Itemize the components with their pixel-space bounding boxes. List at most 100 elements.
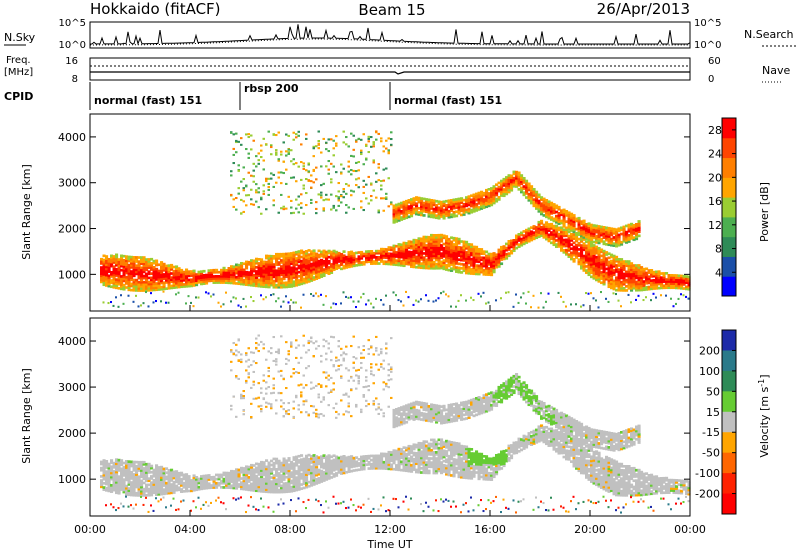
heatmap-cell bbox=[455, 305, 457, 308]
heatmap-cell bbox=[320, 191, 323, 194]
heatmap-cell bbox=[140, 467, 144, 470]
heatmap-cell bbox=[110, 279, 114, 282]
heatmap-cell bbox=[477, 264, 481, 268]
heatmap-cell bbox=[292, 211, 295, 214]
heatmap-cell bbox=[427, 258, 431, 262]
heatmap-cell bbox=[302, 259, 306, 262]
heatmap-cell bbox=[275, 468, 279, 471]
heatmap-cell bbox=[117, 260, 121, 263]
power-heatmap bbox=[100, 130, 691, 309]
heatmap-cell bbox=[252, 485, 256, 488]
heatmap-cell bbox=[635, 280, 639, 284]
heatmap-cell bbox=[395, 218, 399, 221]
heatmap-cell bbox=[472, 203, 476, 207]
heatmap-cell bbox=[157, 474, 161, 478]
heatmap-cell bbox=[280, 374, 283, 377]
heatmap-cell bbox=[125, 257, 129, 260]
heatmap-cell bbox=[187, 272, 191, 276]
heatmap-cell bbox=[537, 229, 541, 232]
heatmap-cell bbox=[297, 165, 300, 168]
heatmap-cell bbox=[205, 275, 209, 279]
heatmap-cell bbox=[222, 270, 226, 274]
heatmap-cell bbox=[242, 397, 245, 400]
heatmap-cell bbox=[492, 268, 496, 272]
heatmap-cell bbox=[590, 244, 594, 248]
heatmap-cell bbox=[172, 276, 176, 279]
heatmap-cell bbox=[175, 474, 179, 477]
heatmap-cell bbox=[200, 282, 204, 286]
heatmap-cell bbox=[207, 486, 211, 490]
heatmap-cell bbox=[352, 148, 355, 151]
heatmap-cell bbox=[467, 265, 471, 269]
heatmap-cell bbox=[105, 466, 109, 469]
heatmap-cell bbox=[282, 275, 286, 279]
heatmap-cell bbox=[622, 235, 626, 239]
heatmap-cell bbox=[387, 256, 391, 260]
heatmap-cell bbox=[455, 239, 459, 243]
heatmap-cell bbox=[230, 474, 234, 477]
heatmap-cell bbox=[302, 263, 306, 266]
heatmap-cell bbox=[572, 220, 576, 223]
heatmap-cell bbox=[305, 256, 309, 259]
heatmap-cell bbox=[250, 271, 254, 275]
heatmap-cell bbox=[150, 470, 154, 474]
heatmap-cell bbox=[105, 273, 109, 277]
heatmap-cell bbox=[167, 479, 171, 483]
heatmap-cell bbox=[307, 255, 311, 258]
heatmap-cell bbox=[447, 268, 451, 272]
heatmap-cell bbox=[287, 277, 291, 280]
heatmap-cell bbox=[235, 415, 238, 418]
heatmap-cell bbox=[242, 485, 246, 489]
heatmap-cell bbox=[135, 485, 139, 489]
heatmap-cell bbox=[272, 185, 275, 188]
heatmap-cell bbox=[232, 484, 236, 488]
heatmap-cell bbox=[412, 251, 416, 254]
heatmap-cell bbox=[482, 250, 486, 253]
heatmap-cell bbox=[395, 251, 399, 254]
heatmap-cell bbox=[157, 472, 161, 475]
heatmap-cell bbox=[177, 482, 181, 485]
heatmap-cell bbox=[240, 397, 243, 400]
heatmap-cell bbox=[352, 190, 355, 193]
heatmap-cell bbox=[222, 303, 225, 306]
heatmap-cell bbox=[132, 466, 136, 470]
heatmap-cell bbox=[612, 242, 616, 245]
heatmap-cell bbox=[125, 282, 129, 285]
heatmap-cell bbox=[612, 232, 616, 235]
heatmap-cell bbox=[145, 278, 149, 282]
heatmap-cell bbox=[267, 476, 271, 479]
heatmap-cell bbox=[302, 187, 305, 190]
heatmap-cell bbox=[267, 486, 271, 490]
heatmap-cell bbox=[545, 211, 549, 215]
heatmap-cell bbox=[247, 260, 251, 264]
heatmap-cell bbox=[190, 489, 194, 493]
heatmap-cell bbox=[230, 486, 234, 490]
heatmap-cell bbox=[280, 281, 284, 285]
heatmap-cell bbox=[255, 508, 257, 511]
heatmap-cell bbox=[490, 201, 494, 205]
heatmap-cell bbox=[290, 199, 293, 202]
heatmap-cell bbox=[487, 252, 491, 256]
heatmap-cell bbox=[605, 275, 609, 279]
heatmap-cell bbox=[262, 264, 266, 268]
heatmap-cell bbox=[287, 264, 291, 268]
heatmap-cell bbox=[527, 229, 531, 233]
heatmap-cell bbox=[635, 237, 639, 241]
heatmap-cell bbox=[400, 247, 404, 251]
heatmap-cell bbox=[460, 209, 464, 213]
heatmap-cell bbox=[457, 258, 461, 262]
heatmap-cell bbox=[427, 256, 431, 260]
heatmap-cell bbox=[195, 476, 199, 479]
heatmap-cell bbox=[387, 149, 390, 152]
heatmap-cell bbox=[412, 257, 416, 261]
heatmap-cell bbox=[100, 475, 104, 478]
heatmap-cell bbox=[600, 262, 604, 266]
heatmap-cell bbox=[440, 264, 444, 268]
heatmap-cell bbox=[277, 271, 281, 275]
heatmap-cell bbox=[385, 192, 388, 195]
heatmap-cell bbox=[440, 260, 444, 264]
heatmap-cell bbox=[402, 243, 406, 247]
heatmap-cell bbox=[185, 278, 189, 282]
heatmap-cell bbox=[400, 210, 404, 213]
heatmap-cell bbox=[160, 480, 164, 483]
